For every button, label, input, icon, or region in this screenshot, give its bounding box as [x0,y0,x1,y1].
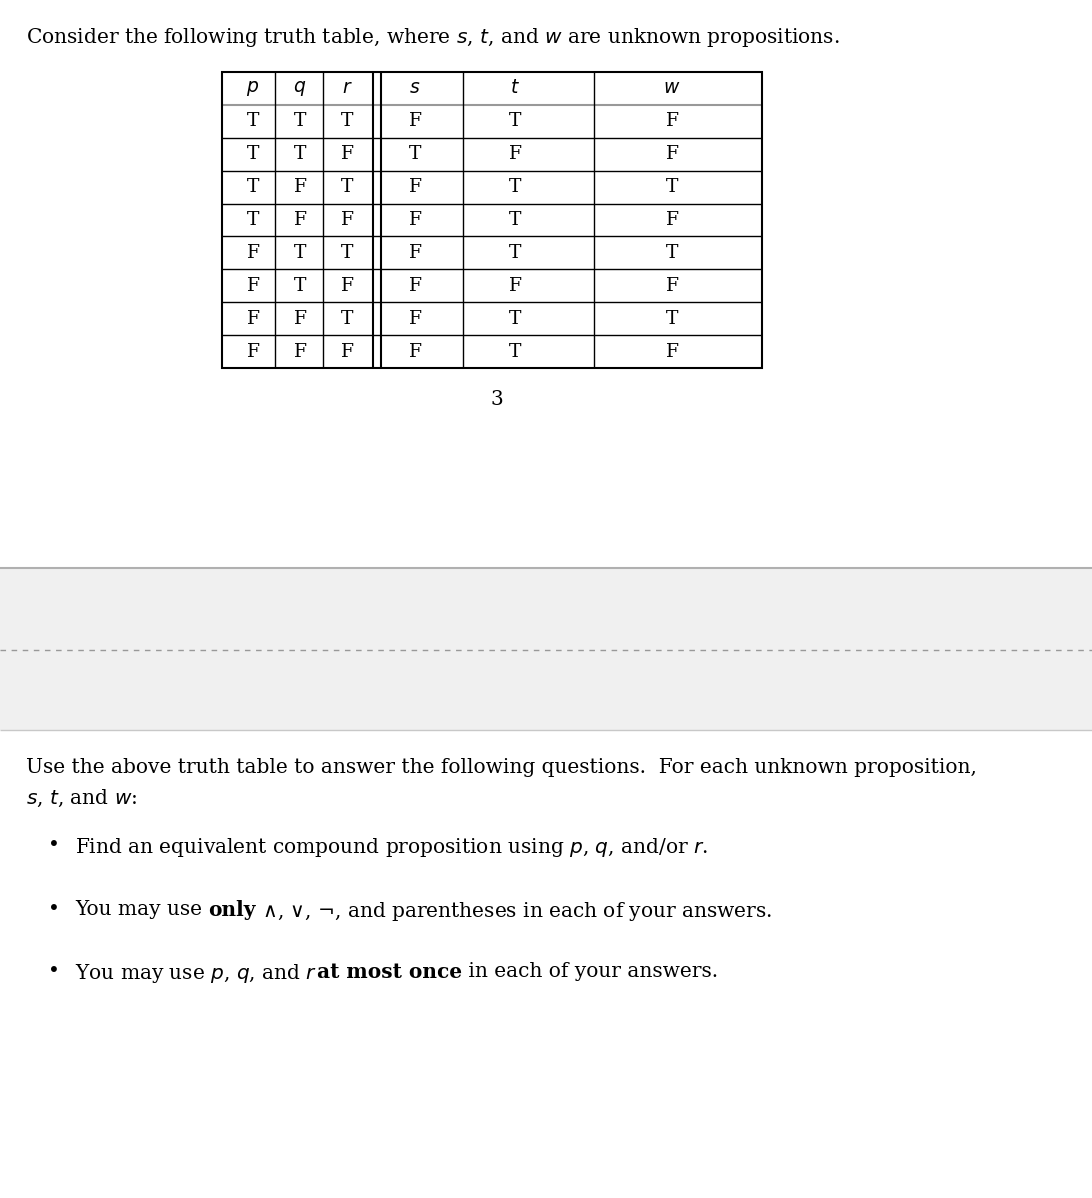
Text: T: T [294,244,306,262]
Text: F: F [509,145,522,163]
Text: You may use: You may use [75,900,209,919]
Text: F: F [294,343,307,361]
Text: $q$: $q$ [294,79,307,98]
Text: T: T [509,244,521,262]
Text: F: F [665,145,678,163]
Text: You may use $p$, $q$, and $r$: You may use $p$, $q$, and $r$ [75,962,317,985]
Text: at most once: at most once [317,962,462,982]
Text: F: F [665,343,678,361]
Text: $p$: $p$ [247,79,260,98]
Text: $t$: $t$ [510,79,520,97]
Text: T: T [247,179,259,196]
Text: F: F [408,343,422,361]
Text: F: F [341,343,354,361]
Text: F: F [408,113,422,131]
Text: T: T [509,309,521,328]
Text: F: F [247,309,260,328]
Text: T: T [509,343,521,361]
Text: F: F [247,277,260,295]
Text: T: T [294,145,306,163]
Text: F: F [294,309,307,328]
Text: F: F [408,309,422,328]
Text: F: F [294,179,307,196]
Text: F: F [341,211,354,229]
Text: F: F [294,211,307,229]
Text: •: • [48,836,60,855]
Text: F: F [247,343,260,361]
Text: •: • [48,900,60,919]
Text: only: only [209,900,256,920]
Text: T: T [247,145,259,163]
Text: T: T [294,277,306,295]
Text: F: F [341,145,354,163]
Text: T: T [341,179,353,196]
Text: T: T [247,211,259,229]
Text: T: T [294,113,306,131]
Text: F: F [247,244,260,262]
Text: Use the above truth table to answer the following questions.  For each unknown p: Use the above truth table to answer the … [26,758,977,778]
Text: 3: 3 [490,391,503,409]
Text: F: F [408,211,422,229]
Text: $s$: $s$ [410,79,420,97]
Text: $r$: $r$ [342,79,353,97]
Text: T: T [509,113,521,131]
Text: T: T [341,113,353,131]
Text: F: F [665,277,678,295]
Text: T: T [408,145,422,163]
Text: F: F [408,244,422,262]
Text: •: • [48,962,60,981]
Text: T: T [509,179,521,196]
Text: T: T [509,211,521,229]
Text: T: T [341,309,353,328]
Text: T: T [341,244,353,262]
Text: $w$: $w$ [663,79,680,97]
Bar [222,72,762,368]
Text: T: T [666,309,678,328]
Text: $s$, $t$, and $w$:: $s$, $t$, and $w$: [26,788,138,809]
Bar [0,568,1092,730]
Text: F: F [509,277,522,295]
Text: Consider the following truth table, where $s$, $t$, and $w$ are unknown proposit: Consider the following truth table, wher… [26,26,840,49]
Text: T: T [666,244,678,262]
Text: Find an equivalent compound proposition using $p$, $q$, and/or $r$.: Find an equivalent compound proposition … [75,836,708,859]
Text: F: F [408,179,422,196]
Text: $\wedge$, $\vee$, $\neg$, and parentheses in each of your answers.: $\wedge$, $\vee$, $\neg$, and parenthese… [256,900,772,922]
Text: T: T [247,113,259,131]
Text: F: F [341,277,354,295]
Text: F: F [665,211,678,229]
Text: T: T [666,179,678,196]
Text: in each of your answers.: in each of your answers. [462,962,719,981]
Text: F: F [665,113,678,131]
Text: F: F [408,277,422,295]
